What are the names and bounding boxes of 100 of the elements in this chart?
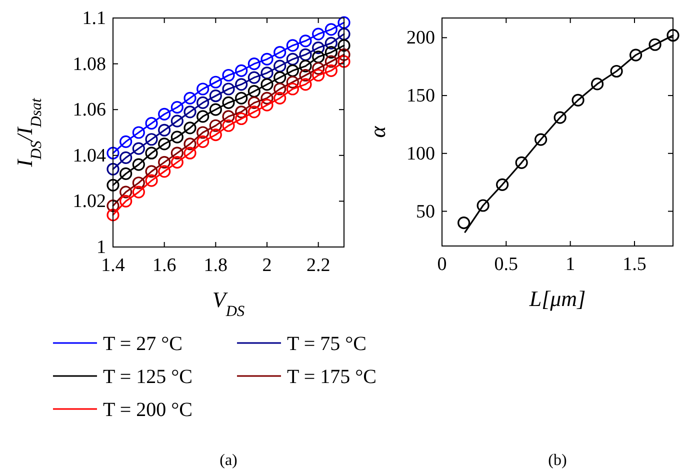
point bbox=[235, 78, 248, 91]
point bbox=[274, 46, 286, 59]
point bbox=[158, 165, 171, 178]
y-tick-label: 1.08 bbox=[72, 54, 106, 75]
point bbox=[299, 68, 312, 82]
point bbox=[610, 64, 623, 78]
point bbox=[132, 186, 145, 198]
point bbox=[106, 208, 120, 222]
point bbox=[248, 58, 260, 70]
x-axis-title: L[μm] bbox=[528, 286, 586, 311]
point bbox=[299, 78, 312, 91]
point bbox=[120, 194, 132, 208]
point bbox=[286, 52, 299, 66]
y-tick-label: 50 bbox=[416, 201, 435, 222]
point bbox=[458, 216, 470, 230]
point bbox=[324, 55, 338, 68]
text: (a) bbox=[220, 452, 238, 469]
point bbox=[120, 186, 132, 198]
point bbox=[629, 48, 642, 62]
point bbox=[120, 167, 132, 180]
legend-label: T = 125 °C bbox=[103, 366, 192, 388]
point bbox=[324, 36, 338, 50]
point bbox=[106, 199, 120, 212]
point bbox=[209, 119, 222, 132]
point bbox=[196, 82, 210, 96]
point bbox=[132, 158, 145, 171]
x-axis-title: V$_{DS}$ bbox=[212, 287, 245, 320]
point bbox=[312, 68, 325, 82]
point bbox=[338, 39, 350, 52]
point bbox=[106, 178, 120, 192]
point bbox=[248, 71, 260, 84]
point bbox=[170, 114, 184, 128]
point bbox=[260, 52, 274, 66]
point bbox=[338, 48, 350, 61]
point bbox=[572, 94, 584, 106]
point bbox=[184, 122, 196, 134]
y-axis-title: α bbox=[365, 126, 390, 138]
x-tick-label: 1 bbox=[566, 254, 576, 275]
point bbox=[145, 165, 158, 178]
point bbox=[158, 108, 171, 120]
point bbox=[476, 199, 490, 212]
point bbox=[222, 110, 235, 123]
point bbox=[274, 82, 286, 96]
point bbox=[338, 16, 350, 29]
point bbox=[235, 112, 248, 126]
x-tick-label: 2 bbox=[262, 255, 272, 276]
point bbox=[209, 76, 222, 88]
x-tick-label: 1.8 bbox=[204, 255, 228, 276]
x-tick-label: 0.5 bbox=[494, 254, 518, 275]
point bbox=[312, 41, 325, 54]
point bbox=[590, 78, 604, 90]
point bbox=[222, 96, 235, 110]
point bbox=[209, 128, 222, 142]
point bbox=[260, 66, 274, 80]
point bbox=[274, 71, 286, 84]
point bbox=[235, 92, 248, 104]
point bbox=[209, 103, 222, 116]
point bbox=[338, 55, 350, 68]
point bbox=[260, 78, 274, 91]
point bbox=[274, 92, 286, 104]
point bbox=[248, 96, 260, 110]
point bbox=[312, 28, 325, 40]
legend-label: T = 75 °C bbox=[287, 333, 366, 355]
point bbox=[184, 92, 196, 104]
x-tick-label: 0 bbox=[437, 254, 447, 275]
y-tick-label: 200 bbox=[406, 28, 435, 49]
point bbox=[260, 92, 274, 104]
point bbox=[222, 119, 235, 132]
text: (b) bbox=[548, 452, 567, 469]
point bbox=[158, 138, 171, 150]
point bbox=[235, 64, 248, 77]
y-tick-label: 1.02 bbox=[72, 191, 106, 212]
point bbox=[286, 76, 299, 88]
point bbox=[170, 156, 184, 169]
y-tick-label: 150 bbox=[406, 86, 435, 107]
point bbox=[196, 126, 210, 139]
point bbox=[299, 60, 312, 72]
point bbox=[106, 146, 120, 160]
point bbox=[338, 28, 350, 40]
point bbox=[132, 142, 145, 155]
point bbox=[184, 146, 196, 160]
point bbox=[534, 133, 548, 146]
x-tick-label: 1.5 bbox=[622, 254, 646, 275]
point bbox=[184, 138, 196, 150]
point bbox=[106, 162, 120, 176]
point bbox=[554, 111, 566, 124]
point bbox=[196, 135, 210, 148]
point bbox=[132, 176, 145, 190]
point bbox=[196, 110, 210, 123]
point bbox=[120, 135, 132, 148]
y-tick-label: 1.06 bbox=[72, 100, 106, 121]
point bbox=[222, 68, 235, 82]
point bbox=[235, 106, 248, 118]
y-tick-label: 100 bbox=[406, 143, 435, 164]
legend-label: T = 27 °C bbox=[103, 333, 182, 355]
y-tick-label: 1.1 bbox=[82, 8, 106, 29]
point bbox=[260, 98, 274, 112]
point bbox=[286, 82, 299, 96]
y-tick-label: 1 bbox=[96, 237, 106, 258]
point bbox=[515, 156, 528, 169]
